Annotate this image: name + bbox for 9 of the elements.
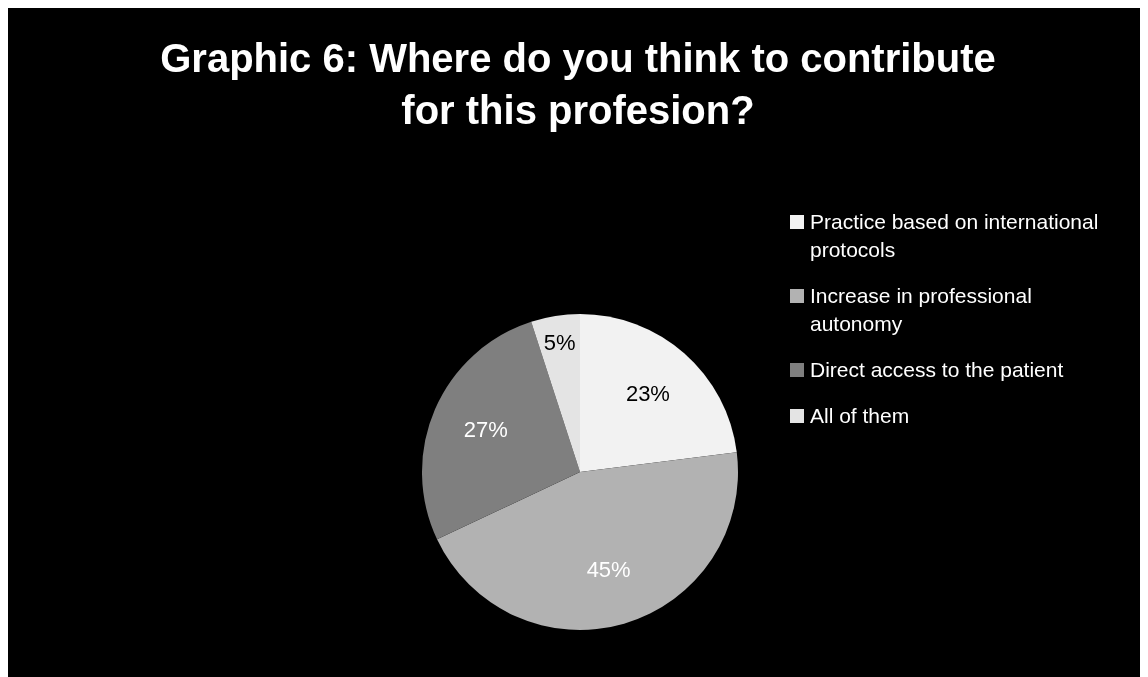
data-label: 45% (586, 556, 631, 582)
data-label: 27% (463, 417, 508, 443)
legend-label: Practice based on international protocols (810, 209, 1100, 263)
legend-label: Direct access to the patient (810, 357, 1064, 383)
chart-title: Graphic 6: Where do you think to contribute for this profesion? (159, 35, 997, 134)
data-label: 23% (625, 381, 670, 407)
data-label: 5% (543, 330, 576, 356)
legend-label: Increase in professional autonomy (810, 283, 1033, 337)
legend-label: All of them (810, 403, 910, 429)
